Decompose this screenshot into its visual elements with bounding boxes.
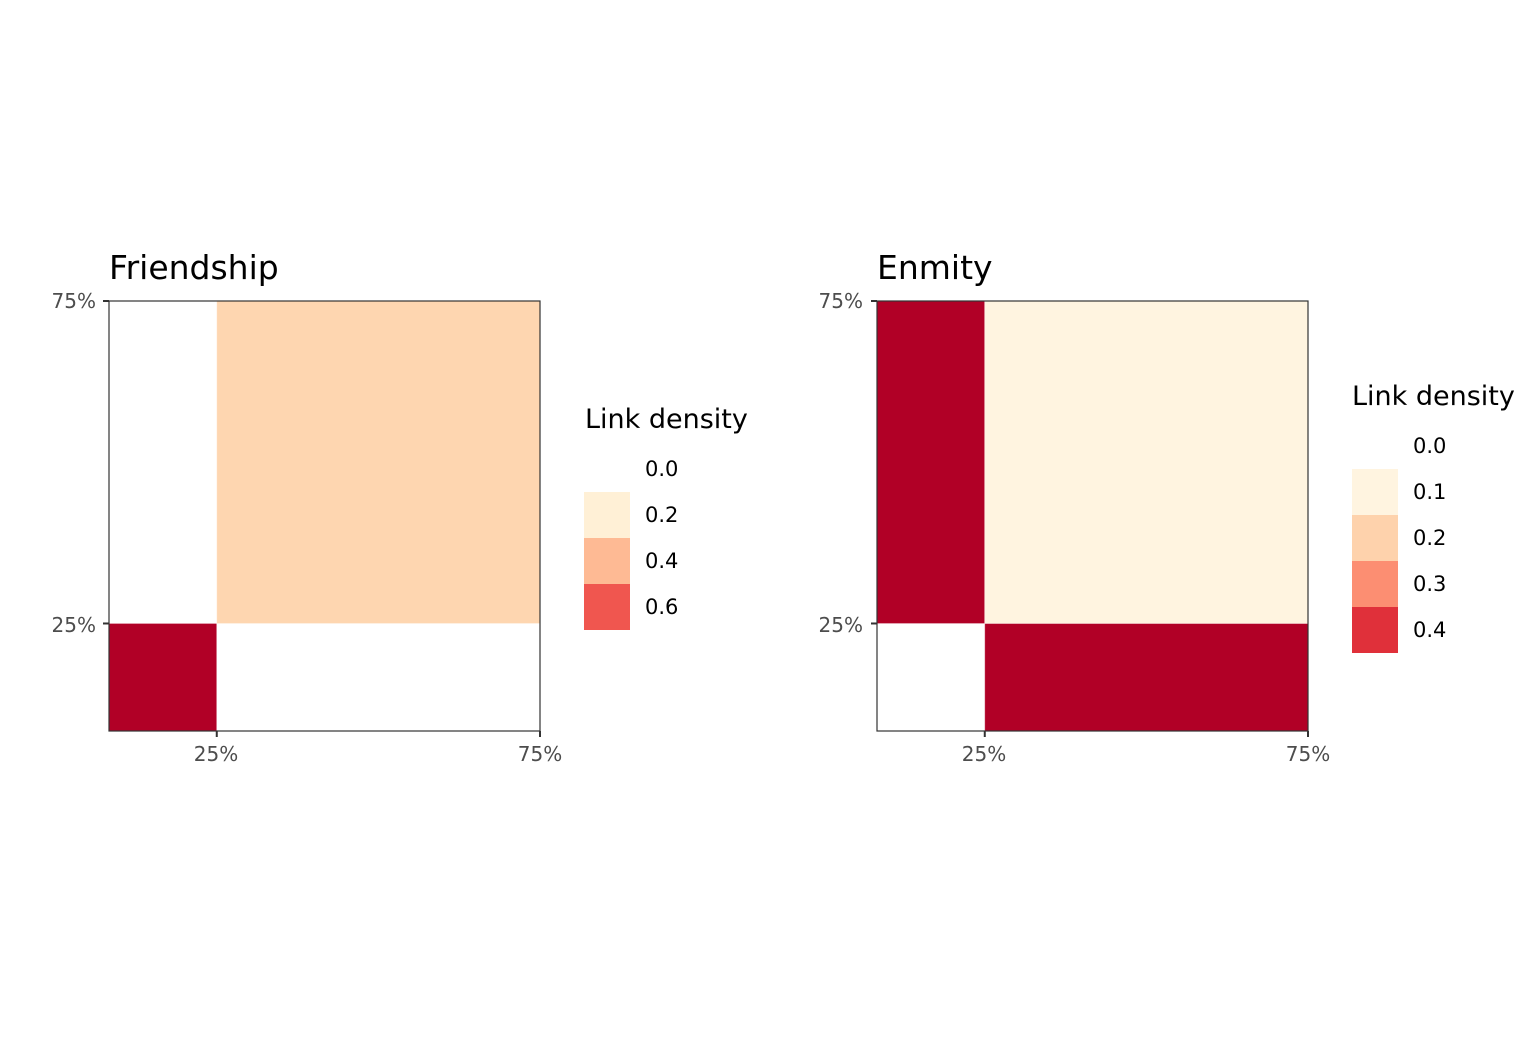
enmity-legend-label-4: 0.4 xyxy=(1413,618,1446,642)
enmity-x-tick-label-25: 25% xyxy=(962,742,1006,766)
enmity-heatmap-cell-1 xyxy=(984,622,1309,732)
enmity-y-tick-label-75: 75% xyxy=(819,289,863,313)
enmity-panel-title: Enmity xyxy=(877,248,993,287)
friendship-y-tick-label-25: 25% xyxy=(52,613,96,637)
enmity-heatmap-cell-0 xyxy=(877,623,985,731)
enmity-legend: Link density 0.0 0.1 0.2 0.3 0.4 xyxy=(1352,381,1515,653)
enmity-y-tick-label-25: 25% xyxy=(819,613,863,637)
enmity-legend-title: Link density xyxy=(1352,381,1515,412)
friendship-panel-border xyxy=(108,300,541,732)
enmity-panel: Enmity 75% 25% 25% 75% Link density 0.00… xyxy=(819,248,1515,766)
friendship-panel-title: Friendship xyxy=(109,248,279,287)
friendship-legend-label-0: 0.0 xyxy=(645,457,678,481)
enmity-legend-key-0 xyxy=(1352,423,1398,469)
friendship-heatmap-cell-3 xyxy=(216,300,541,624)
friendship-heatmap-cell-0 xyxy=(108,622,218,732)
enmity-legend-label-2: 0.2 xyxy=(1413,526,1446,550)
enmity-legend-key-3 xyxy=(1352,561,1398,607)
enmity-legend-label-1: 0.1 xyxy=(1413,480,1446,504)
friendship-legend-title: Link density xyxy=(585,404,748,435)
enmity-panel-border xyxy=(876,300,1309,732)
friendship-legend: Link density 0.0 0.2 0.4 0.6 xyxy=(584,404,748,630)
friendship-x-tick-label-25: 25% xyxy=(194,742,238,766)
enmity-legend-key-4 xyxy=(1352,607,1398,653)
enmity-legend-key-2 xyxy=(1352,515,1398,561)
friendship-heatmap-cell-1 xyxy=(216,623,540,731)
friendship-legend-key-3 xyxy=(584,584,630,630)
friendship-legend-key-2 xyxy=(584,538,630,584)
friendship-y-tick-label-75: 75% xyxy=(52,289,96,313)
friendship-legend-label-3: 0.6 xyxy=(645,595,678,619)
friendship-plot-area xyxy=(103,300,541,737)
friendship-legend-label-1: 0.2 xyxy=(645,503,678,527)
friendship-x-tick-label-75: 75% xyxy=(518,742,562,766)
enmity-legend-label-0: 0.0 xyxy=(1413,434,1446,458)
enmity-legend-label-3: 0.3 xyxy=(1413,572,1446,596)
friendship-legend-keys: 0.0 0.2 0.4 0.6 xyxy=(584,446,678,630)
enmity-x-tick-label-75: 75% xyxy=(1286,742,1330,766)
friendship-legend-key-1 xyxy=(584,492,630,538)
enmity-plot-area xyxy=(871,300,1309,737)
friendship-legend-key-0 xyxy=(584,446,630,492)
friendship-panel: Friendship 75% 25% 25% 75% Link density … xyxy=(52,248,748,766)
enmity-legend-key-1 xyxy=(1352,469,1398,515)
enmity-heatmap-cell-2 xyxy=(876,300,986,624)
enmity-legend-keys: 0.0 0.1 0.2 0.3 0.4 xyxy=(1352,423,1446,653)
friendship-legend-label-2: 0.4 xyxy=(645,549,678,573)
friendship-heatmap-cell-2 xyxy=(109,301,217,624)
enmity-heatmap-cell-3 xyxy=(984,300,1309,624)
